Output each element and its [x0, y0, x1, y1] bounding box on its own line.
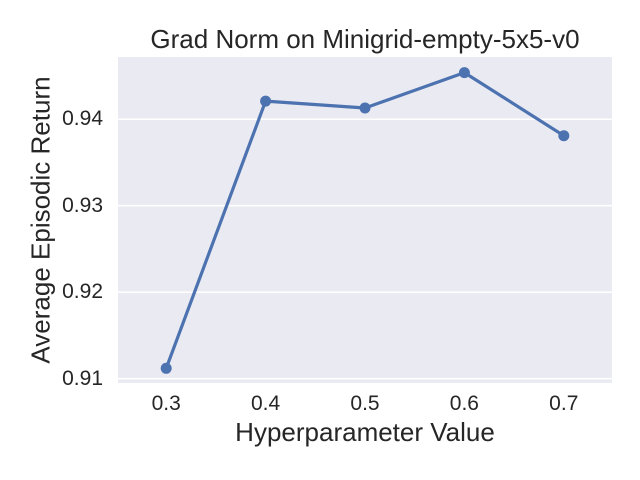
y-tick-label: 0.91: [62, 366, 103, 390]
x-tick-label: 0.7: [549, 392, 579, 415]
x-tick-label: 0.6: [449, 392, 479, 415]
y-tick-label: 0.94: [62, 107, 103, 131]
data-point-marker: [359, 102, 371, 114]
line-chart-svg: [118, 57, 612, 383]
data-point-marker: [458, 67, 470, 79]
data-point-marker: [558, 130, 570, 142]
data-point-marker: [260, 95, 272, 107]
x-axis-label: Hyperparameter Value: [235, 417, 495, 447]
y-tick-label: 0.92: [62, 280, 103, 304]
x-tick-label: 0.3: [151, 392, 181, 415]
x-tick-label: 0.5: [350, 392, 380, 415]
y-tick-label: 0.93: [62, 193, 103, 217]
data-point-marker: [160, 362, 172, 374]
x-tick-label: 0.4: [250, 392, 281, 415]
plot-area: [118, 57, 612, 383]
chart-title: Grad Norm on Minigrid-empty-5x5-v0: [150, 24, 580, 54]
